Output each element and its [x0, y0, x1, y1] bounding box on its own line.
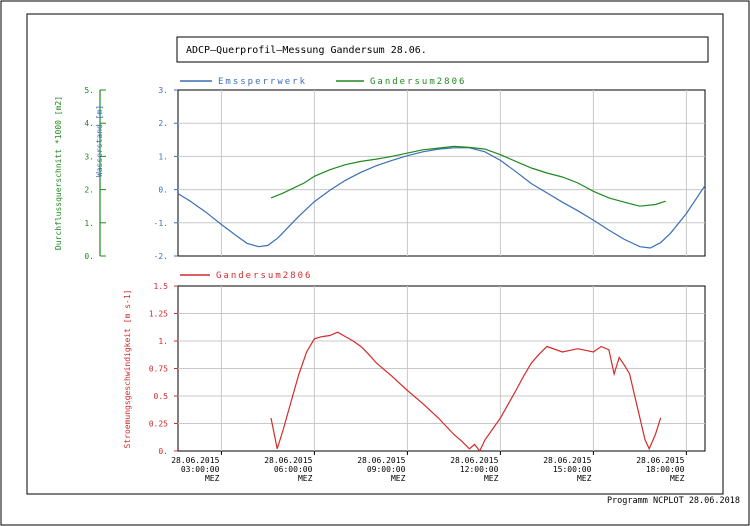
- secondary-axis-label: Durchflussquerschnitt *1000 [m2]: [54, 96, 63, 250]
- velocity-tick-label: 0.25: [149, 420, 168, 429]
- x-tick-label: 28.06.2015: [636, 456, 684, 465]
- velocity-tick-label: 1.: [158, 337, 168, 346]
- velocity-tick-label: 1.5: [154, 282, 169, 291]
- time-axis-ticks: 28.06.201503:00:00MEZ28.06.201506:00:00M…: [171, 451, 687, 483]
- velocity-axis-label: Stroemungsgeschwindigkeit [m s-1]: [123, 290, 132, 449]
- legend-label-gandersum-lower: Gandersum2806: [216, 271, 312, 281]
- x-tick-label: 28.06.2015: [357, 456, 405, 465]
- secondary-tick-label: 4.: [84, 119, 94, 128]
- legend-label-emssperrwerk: Emssperrwerk: [218, 77, 307, 87]
- lower-chart-panel: Stroemungsgeschwindigkeit [m s-1] 1.51.2…: [123, 271, 706, 483]
- legend-label-gandersum-upper: Gandersum2806: [370, 77, 466, 87]
- x-tick-label: MEZ: [205, 474, 220, 483]
- upper-series-lines: [177, 145, 706, 249]
- secondary-tick-label: 1.: [84, 219, 94, 228]
- velocity-tick-label: 1.25: [149, 310, 168, 319]
- primary-tick-label: 2.: [158, 119, 168, 128]
- x-tick-label: 12:00:00: [460, 465, 499, 474]
- x-tick-label: 15:00:00: [553, 465, 592, 474]
- x-tick-label: MEZ: [484, 474, 499, 483]
- primary-axis-ticks: 3. 2. 1. 0. -1. -2.: [154, 86, 178, 261]
- title-box: [176, 36, 709, 63]
- x-tick-label: 28.06.2015: [450, 456, 498, 465]
- velocity-axis-ticks: 1.5 1.25 1. 0.75 0.5 0.25 0.: [149, 282, 178, 456]
- x-tick-label: 06:00:00: [274, 465, 313, 474]
- x-tick-label: 28.06.2015: [543, 456, 591, 465]
- x-tick-label: MEZ: [577, 474, 592, 483]
- x-tick-label: MEZ: [670, 474, 685, 483]
- primary-axis-label: Wasserstand [m]: [95, 105, 104, 177]
- inner-frame: [26, 13, 724, 495]
- secondary-tick-label: 3.: [84, 152, 94, 161]
- velocity-tick-label: 0.75: [149, 365, 168, 374]
- primary-tick-label: 0.: [158, 186, 168, 195]
- plot-area-frame: [177, 89, 706, 257]
- velocity-tick-label: 0.: [158, 447, 168, 456]
- primary-tick-label: 3.: [158, 86, 168, 95]
- x-tick-label: MEZ: [298, 474, 313, 483]
- series-line-velocity: [270, 331, 662, 453]
- upper-grid: [177, 89, 706, 257]
- x-tick-label: 28.06.2015: [264, 456, 312, 465]
- series-line-gandersum2806: [270, 145, 666, 207]
- x-tick-label: MEZ: [391, 474, 406, 483]
- x-tick-label: 09:00:00: [367, 465, 406, 474]
- secondary-tick-label: 0.: [84, 252, 94, 261]
- lower-series-lines: [270, 331, 662, 453]
- footer-text: Programm NCPLOT 28.06.2018: [607, 496, 740, 506]
- primary-tick-label: -2.: [154, 252, 168, 261]
- secondary-tick-label: 5.: [84, 86, 94, 95]
- x-tick-label: 03:00:00: [181, 465, 220, 474]
- primary-tick-label: -1.: [154, 219, 168, 228]
- secondary-tick-label: 2.: [84, 186, 94, 195]
- primary-tick-label: 1.: [158, 152, 168, 161]
- velocity-tick-label: 0.5: [154, 392, 169, 401]
- upper-chart-panel: 5. 4. 3. 2. 1. 0. Durchflussquerschnitt *1000…: [54, 77, 706, 261]
- x-tick-label: 18:00:00: [646, 465, 685, 474]
- x-tick-label: 28.06.2015: [171, 456, 219, 465]
- series-line-emssperrwerk: [177, 147, 706, 249]
- chart-title: ADCP–Querprofil–Messung Gandersum 28.06.: [186, 45, 427, 56]
- secondary-axis-ticks: 5. 4. 3. 2. 1. 0.: [84, 86, 106, 261]
